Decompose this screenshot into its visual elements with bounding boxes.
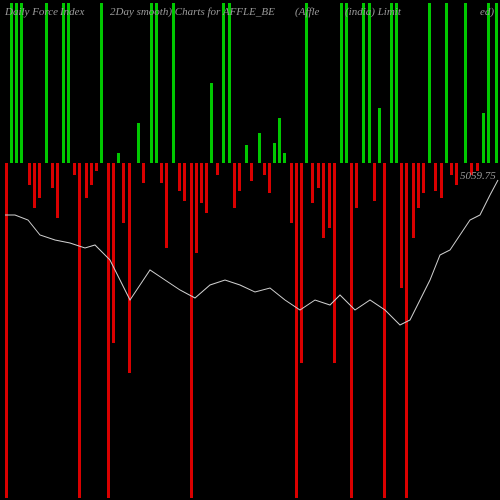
positive-bar [20,3,23,163]
negative-bar [405,163,408,498]
negative-bar [233,163,236,208]
negative-bar [412,163,415,238]
negative-bar [85,163,88,198]
positive-bar [10,3,13,163]
positive-bar [137,123,140,163]
title-fragment: (india) Limit [345,6,401,18]
positive-bar [172,3,175,163]
negative-bar [311,163,314,203]
title-fragment: Daily Force [5,6,58,18]
positive-bar [495,3,498,163]
positive-bar [390,3,393,163]
positive-bar [283,153,286,163]
negative-bar [205,163,208,213]
negative-bar [355,163,358,208]
negative-bar [322,163,325,238]
positive-bar [150,3,153,163]
positive-bar [258,133,261,163]
title-fragment: ed) [480,6,494,18]
negative-bar [160,163,163,183]
negative-bar [183,163,186,201]
negative-bar [216,163,219,175]
negative-bar [450,163,453,175]
negative-bar [5,163,8,498]
negative-bar [51,163,54,188]
positive-bar [62,3,65,163]
positive-bar [245,145,248,163]
negative-bar [200,163,203,203]
positive-bar [45,3,48,163]
positive-bar [482,113,485,163]
negative-bar [142,163,145,183]
negative-bar [128,163,131,373]
negative-bar [333,163,336,363]
positive-bar [428,3,431,163]
negative-bar [38,163,41,198]
positive-bar [67,3,70,163]
negative-bar [122,163,125,223]
positive-bar [305,3,308,163]
negative-bar [195,163,198,253]
negative-bar [400,163,403,288]
positive-bar [368,3,371,163]
negative-bar [112,163,115,343]
positive-bar [155,3,158,163]
chart-canvas [0,0,500,500]
force-index-chart: Daily ForceIndex 2Day smooth) Charts for … [0,0,500,500]
positive-bar [222,3,225,163]
positive-bar [273,143,276,163]
negative-bar [268,163,271,193]
negative-bar [107,163,110,498]
negative-bar [373,163,376,201]
title-fragment: (Affle [295,6,319,18]
negative-bar [90,163,93,185]
positive-bar [100,3,103,163]
negative-bar [290,163,293,223]
positive-bar [362,3,365,163]
positive-bar [487,3,490,163]
negative-bar [263,163,266,175]
negative-bar [178,163,181,191]
negative-bar [73,163,76,175]
negative-bar [434,163,437,191]
negative-bar [440,163,443,198]
title-fragment: 2Day smooth) Charts for AFFLE_BE [110,6,275,18]
negative-bar [78,163,81,498]
negative-bar [190,163,193,498]
negative-bar [417,163,420,208]
positive-bar [228,3,231,163]
positive-bar [445,3,448,163]
positive-bar [117,153,120,163]
positive-bar [345,3,348,163]
positive-bar [395,3,398,163]
negative-bar [238,163,241,191]
positive-bar [340,3,343,163]
negative-bar [56,163,59,218]
positive-bar [15,3,18,163]
price-label: 5059.75 [460,170,496,182]
negative-bar [295,163,298,498]
positive-bar [464,3,467,163]
negative-bar [95,163,98,171]
negative-bar [350,163,353,498]
negative-bar [33,163,36,208]
positive-bar [210,83,213,163]
negative-bar [328,163,331,228]
negative-bar [165,163,168,248]
positive-bar [278,118,281,163]
negative-bar [250,163,253,181]
negative-bar [422,163,425,193]
positive-bar [378,108,381,163]
title-fragment: Index [60,6,84,18]
negative-bar [383,163,386,498]
negative-bar [455,163,458,185]
negative-bar [317,163,320,188]
negative-bar [300,163,303,363]
negative-bar [28,163,31,185]
